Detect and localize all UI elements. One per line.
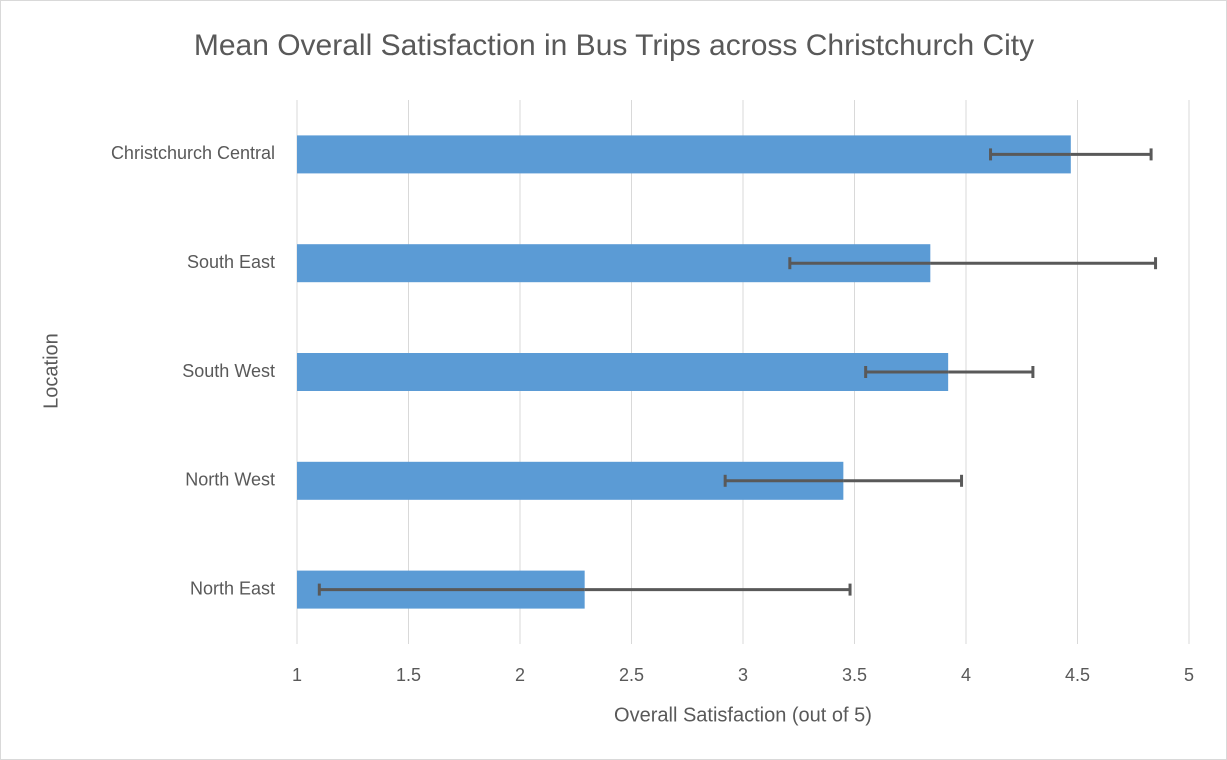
x-tick-label: 2 xyxy=(515,665,525,685)
x-tick-label: 3 xyxy=(738,665,748,685)
y-tick-label: Christchurch Central xyxy=(111,143,275,163)
x-tick-label: 1 xyxy=(292,665,302,685)
bar xyxy=(297,353,949,391)
x-axis-title: Overall Satisfaction (out of 5) xyxy=(614,704,872,726)
x-tick-label: 3.5 xyxy=(842,665,867,685)
x-tick-label: 1.5 xyxy=(396,665,421,685)
x-tick-label: 4.5 xyxy=(1065,665,1090,685)
chart-title: Mean Overall Satisfaction in Bus Trips a… xyxy=(194,29,1034,62)
x-tick-label: 4 xyxy=(961,665,971,685)
bar xyxy=(297,135,1071,174)
y-tick-label: North East xyxy=(190,578,275,598)
x-tick-label: 2.5 xyxy=(619,665,644,685)
x-tick-label: 5 xyxy=(1184,665,1194,685)
y-tick-label: South East xyxy=(187,252,275,272)
y-axis-title: Location xyxy=(40,333,62,409)
y-tick-label: South West xyxy=(182,361,275,381)
y-tick-label: North West xyxy=(185,470,275,490)
